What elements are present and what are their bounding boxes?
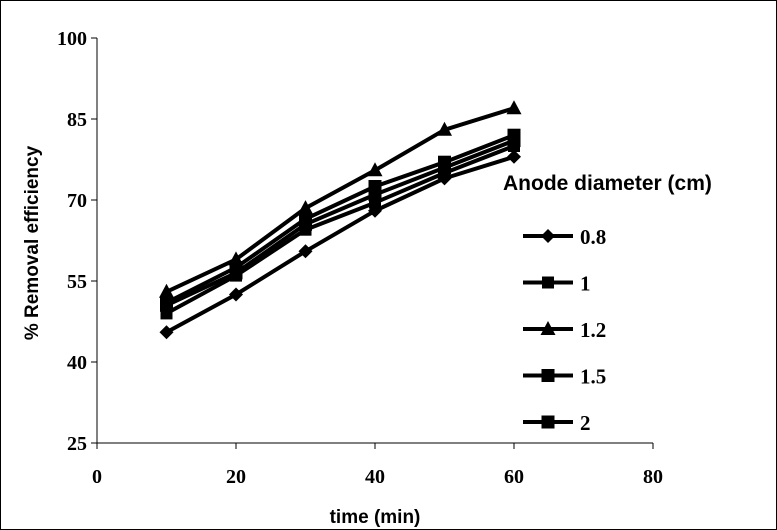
data-point bbox=[160, 298, 173, 312]
x-tick-label: 20 bbox=[226, 466, 246, 488]
series-line bbox=[165, 138, 515, 308]
y-tick-label: 25 bbox=[67, 433, 87, 455]
series-line bbox=[165, 106, 515, 294]
legend-label: 1.2 bbox=[580, 318, 606, 342]
data-point bbox=[368, 188, 382, 202]
legend-item: 1 bbox=[523, 272, 591, 296]
series-line bbox=[165, 144, 515, 316]
legend-marker bbox=[541, 369, 555, 382]
data-point bbox=[159, 283, 174, 298]
legend-marker bbox=[542, 276, 554, 289]
data-point bbox=[298, 244, 313, 259]
x-tick-label: 60 bbox=[504, 466, 524, 488]
x-tick-label: 0 bbox=[92, 466, 102, 488]
legend-item: 1.2 bbox=[523, 318, 606, 342]
series-2 bbox=[160, 134, 521, 312]
x-tick-label: 80 bbox=[643, 466, 663, 488]
data-point bbox=[159, 325, 174, 340]
legend-marker bbox=[540, 321, 556, 335]
legend-item: 0.8 bbox=[523, 225, 606, 249]
legend-item: 1.5 bbox=[523, 365, 606, 389]
x-axis-title: time (min) bbox=[330, 507, 421, 528]
data-point bbox=[229, 266, 243, 280]
data-point bbox=[438, 161, 451, 175]
data-point bbox=[506, 100, 522, 115]
y-axis-ticks: 25 40 55 70 85 100 bbox=[57, 28, 97, 455]
series-layer bbox=[159, 100, 522, 340]
y-axis-title: % Removal efficiency bbox=[22, 145, 43, 340]
data-point bbox=[367, 162, 383, 177]
legend-label: 1 bbox=[580, 272, 591, 296]
y-tick-label: 100 bbox=[57, 28, 87, 50]
legend-marker bbox=[541, 229, 555, 243]
x-axis-ticks: 0 20 40 60 80 bbox=[92, 443, 663, 488]
x-tick-label: 40 bbox=[365, 466, 385, 488]
y-tick-label: 55 bbox=[67, 271, 87, 293]
data-point bbox=[299, 217, 312, 231]
legend: Anode diameter (cm) 0.8 1 1.2 1.5 2 bbox=[503, 172, 712, 435]
legend-label: 2 bbox=[580, 411, 591, 435]
data-point bbox=[437, 121, 452, 136]
y-tick-label: 40 bbox=[67, 352, 87, 374]
legend-label: 0.8 bbox=[580, 225, 606, 249]
legend-items: 0.8 1 1.2 1.5 2 bbox=[523, 225, 606, 435]
data-point bbox=[229, 287, 243, 302]
legend-marker bbox=[541, 415, 555, 429]
data-point bbox=[507, 149, 521, 164]
data-point bbox=[298, 200, 313, 215]
y-tick-label: 85 bbox=[67, 109, 87, 131]
y-tick-label: 70 bbox=[67, 190, 87, 212]
series-line bbox=[165, 154, 515, 335]
legend-item: 2 bbox=[523, 411, 591, 435]
legend-title: Anode diameter (cm) bbox=[503, 172, 712, 195]
series-line bbox=[165, 133, 515, 305]
series-1.2 bbox=[159, 100, 522, 298]
data-point bbox=[507, 134, 521, 148]
legend-label: 1.5 bbox=[580, 365, 606, 389]
